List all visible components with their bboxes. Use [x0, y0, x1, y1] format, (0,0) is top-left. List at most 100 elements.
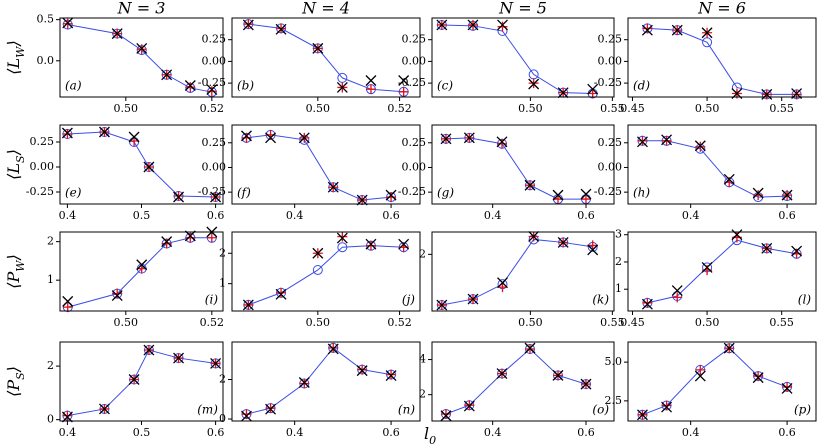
x-marker	[143, 344, 155, 356]
x-tick-label: 0.52	[200, 316, 225, 329]
x-marker	[265, 403, 277, 415]
y-tick-label: 0.25	[402, 33, 427, 46]
x-marker	[552, 369, 564, 381]
panel-label: (e)	[65, 186, 82, 200]
circle-marker	[702, 37, 713, 48]
x-marker	[587, 244, 599, 256]
x-marker	[173, 352, 185, 364]
y-tick-label: 0.00	[402, 54, 427, 67]
x-tick-label: 0.4	[59, 426, 77, 439]
x-marker	[128, 131, 140, 143]
plus-marker	[206, 232, 217, 243]
y-tick-label: 2	[615, 255, 622, 268]
panel: 0.50 0.52 0.25 0.00 -0.25 (b)	[198, 17, 421, 115]
row-label: ⟨PS⟩	[4, 366, 27, 397]
x-tick-label: 0.4	[484, 209, 502, 222]
x-tick-label: 0.50	[518, 316, 543, 329]
series-line	[647, 239, 797, 304]
x-tick-label: 0.55	[769, 316, 794, 329]
x-marker	[136, 259, 148, 271]
x-marker	[671, 285, 683, 297]
x-marker	[723, 342, 735, 354]
plus-marker	[299, 378, 310, 389]
y-tick-label: 0.00	[30, 160, 55, 173]
panel: 0.45 0.50 0.55 0.25 0.00 -0.25 (d)	[594, 17, 817, 115]
y-tick-label: 3	[615, 228, 622, 241]
x-marker	[210, 191, 222, 203]
series-line	[647, 27, 797, 95]
circle-marker	[312, 264, 323, 275]
plus-marker	[62, 410, 73, 421]
series-line	[67, 349, 216, 417]
panel-label: (k)	[592, 293, 609, 307]
y-tick-label: 0.25	[402, 136, 427, 149]
plus-marker	[328, 342, 339, 353]
plus-marker	[642, 297, 653, 308]
y-tick-label: 2	[219, 246, 226, 259]
y-tick-label: -0.25	[594, 76, 622, 89]
y-tick-label: 0.25	[598, 33, 623, 46]
panel-label: (b)	[237, 79, 254, 93]
x-tick-label: 0.45	[620, 102, 645, 115]
x-marker	[701, 261, 713, 273]
series-line	[246, 134, 392, 201]
x-marker	[791, 245, 803, 257]
y-tick-label: 1	[219, 277, 226, 290]
y-tick-label: 2	[419, 247, 426, 260]
x-marker	[385, 189, 397, 201]
x-tick-label: 0.4	[59, 209, 77, 222]
x-tick-label: 0.6	[577, 426, 595, 439]
x-marker	[671, 24, 683, 36]
panel: 0.4 0.6 0 2 (n)	[219, 341, 421, 439]
panel-frame	[431, 231, 615, 312]
x-marker	[136, 42, 148, 54]
x-marker	[356, 194, 368, 206]
x-marker	[385, 370, 397, 382]
plus-marker	[241, 132, 252, 143]
panel: 0.50 0.52 1 2 (i)	[47, 226, 225, 329]
y-tick-label: -0.25	[26, 185, 54, 198]
y-tick-label: 5.0	[605, 355, 623, 368]
x-marker	[327, 343, 339, 355]
x-marker	[111, 290, 123, 302]
x-marker	[336, 232, 348, 244]
column-title: N = 3	[117, 0, 166, 18]
y-tick-label: 1	[615, 282, 622, 295]
y-tick-label: 0.25	[598, 136, 623, 149]
x-tick-label: 0.4	[286, 426, 304, 439]
plus-marker	[661, 400, 672, 411]
panel: 0.50 0.52 1 2 (j)	[219, 231, 421, 329]
panel-label: (p)	[794, 403, 811, 417]
x-marker	[752, 187, 764, 199]
x-marker	[312, 247, 324, 259]
plus-marker	[398, 86, 409, 97]
x-marker	[580, 378, 592, 390]
x-marker	[641, 24, 653, 36]
panel: 0.50 0.55 2 (k)	[419, 231, 625, 329]
x-marker	[210, 357, 222, 369]
plus-marker	[206, 86, 217, 97]
plus-marker	[241, 409, 252, 420]
x-tick-label: 0.6	[778, 209, 796, 222]
x-tick-label: 0.5	[133, 426, 151, 439]
y-tick-label: 1	[47, 273, 54, 286]
panel-label: (h)	[633, 186, 650, 200]
y-tick-label: 0.25	[30, 135, 55, 148]
x-marker	[265, 132, 277, 144]
x-marker	[497, 19, 508, 31]
panel: 0.4 0.5 0.602(m)	[47, 341, 224, 439]
panel-label: (o)	[592, 403, 609, 417]
series-line	[441, 24, 593, 95]
x-tick-label: 0.6	[778, 426, 796, 439]
x-marker	[463, 132, 475, 144]
x-tick-label: 0.55	[600, 102, 625, 115]
x-tick-label: 0.6	[382, 209, 400, 222]
x-tick-label: 0.4	[682, 426, 700, 439]
panel-frame	[431, 341, 615, 422]
x-marker	[241, 130, 252, 142]
x-tick-label: 0.5	[133, 209, 151, 222]
x-marker	[781, 189, 793, 201]
x-marker	[365, 238, 377, 250]
plus-marker	[62, 129, 73, 139]
x-marker	[356, 365, 368, 377]
